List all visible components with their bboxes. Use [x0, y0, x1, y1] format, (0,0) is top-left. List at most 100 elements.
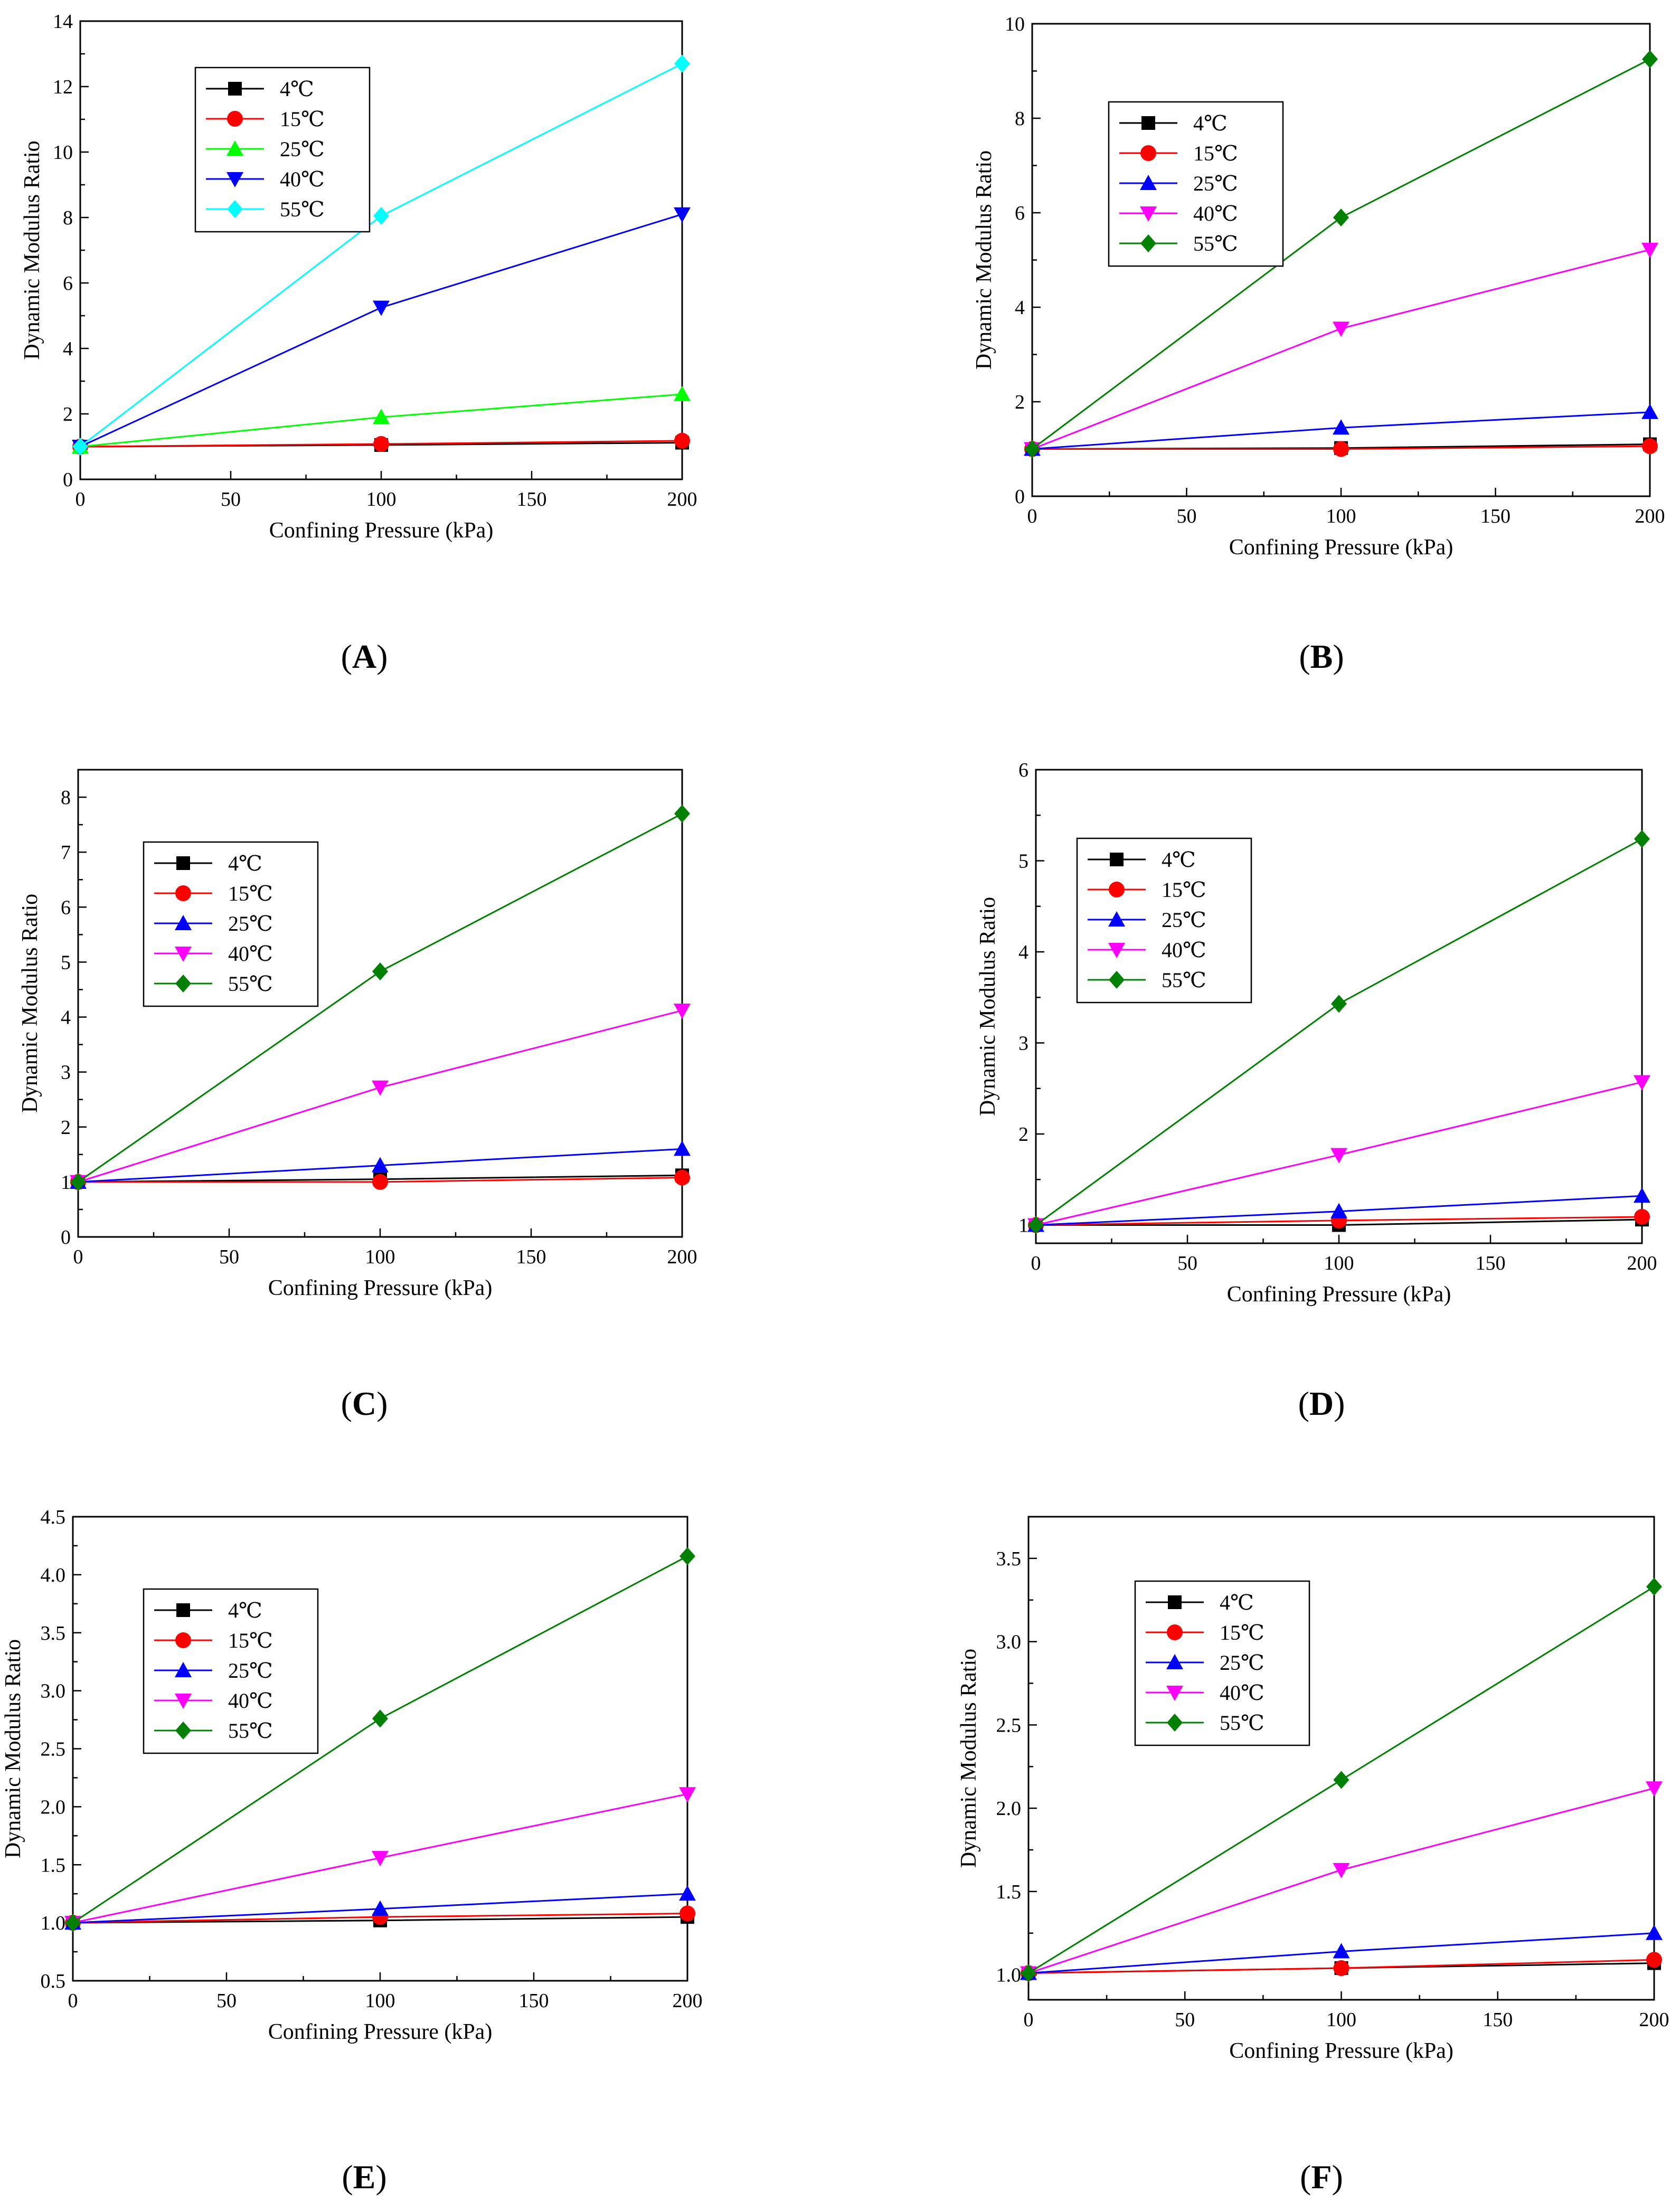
legend-label: 40℃: [280, 167, 325, 191]
y-tick-label: 2: [1018, 1123, 1028, 1146]
y-tick-label: 8: [1015, 108, 1025, 130]
legend-box: [1076, 837, 1252, 1004]
y-tick-label: 2.0: [41, 1796, 66, 1818]
series-55c: [1021, 1577, 1662, 1982]
panel-label: (A): [341, 638, 388, 675]
panel-letter: A: [352, 638, 376, 675]
legend-label: 25℃: [1162, 908, 1206, 932]
y-axis-title: Dynamic Modulus Ratio: [18, 894, 42, 1113]
plot-frame: [1027, 1516, 1655, 2001]
y-tick-label: 3: [1018, 1033, 1028, 1055]
x-tick-label: 150: [519, 1990, 549, 2012]
data-point: [1642, 50, 1658, 69]
legend-label: 55℃: [1220, 1711, 1264, 1735]
legend-marker: [175, 1722, 191, 1740]
data-point: [1333, 419, 1349, 435]
panel-label: (E): [342, 2158, 386, 2196]
x-tick-label: 50: [1177, 1252, 1197, 1274]
legend: 4℃ 15℃ 25℃ 40℃ 55℃: [1108, 101, 1284, 267]
legend-label: 55℃: [280, 197, 325, 221]
data-point: [1646, 1924, 1663, 1940]
data-point: [674, 1169, 690, 1186]
legend-marker: [1167, 1714, 1183, 1732]
data-point: [1634, 1208, 1650, 1225]
data-point: [1642, 438, 1658, 455]
legend-marker: [1141, 116, 1155, 130]
y-tick-label: 4: [63, 338, 73, 360]
series-55c: [1028, 830, 1650, 1234]
x-tick-label: 150: [516, 1246, 546, 1268]
y-tick-label: 7: [61, 842, 71, 864]
legend-marker: [1140, 234, 1156, 252]
y-tick-label: 1.0: [41, 1912, 66, 1934]
data-point: [679, 1885, 696, 1901]
y-tick-label: 1: [61, 1171, 71, 1194]
data-point: [1331, 995, 1347, 1013]
panel-letter: E: [353, 2158, 376, 2196]
legend-label: 25℃: [1220, 1651, 1264, 1675]
x-tick-label: 200: [667, 488, 697, 511]
x-tick-label: 50: [219, 1246, 239, 1268]
panel-label: (D): [1298, 1385, 1345, 1422]
x-tick-label: 50: [1177, 505, 1197, 527]
y-tick-label: 2.0: [996, 1798, 1022, 1820]
panel-letter: C: [352, 1385, 376, 1422]
x-tick-label: 100: [365, 1246, 395, 1268]
y-tick-label: 1.5: [996, 1881, 1022, 1903]
panel-letter: B: [1310, 638, 1333, 675]
legend-label: 55℃: [228, 1719, 273, 1743]
legend-marker: [175, 947, 192, 962]
y-tick-label: 3.5: [41, 1622, 66, 1644]
legend-marker: [175, 1662, 192, 1677]
panel-label: (F): [1300, 2158, 1343, 2196]
legend-label: 40℃: [1162, 938, 1206, 962]
legend-label: 40℃: [228, 1689, 273, 1713]
x-axis-title: Confining Pressure (kPa): [1227, 1282, 1451, 1307]
legend-label: 15℃: [280, 107, 325, 131]
legend-label: 15℃: [1220, 1621, 1264, 1644]
legend: 4℃ 15℃ 25℃ 40℃ 55℃: [194, 67, 371, 233]
x-axis-title: Confining Pressure (kPa): [268, 1276, 493, 1300]
legend-marker: [1167, 1624, 1183, 1640]
series-line: [1032, 249, 1650, 450]
x-tick-label: 200: [1635, 505, 1665, 527]
legend: 4℃ 15℃ 25℃ 40℃ 55℃: [1134, 1580, 1310, 1746]
data-point: [1333, 322, 1349, 337]
series-line: [78, 1009, 683, 1183]
legend-label: 55℃: [1193, 232, 1238, 256]
y-tick-label: 2.5: [996, 1714, 1022, 1736]
y-tick-label: 6: [1015, 202, 1025, 224]
y-tick-label: 4.0: [41, 1564, 66, 1586]
data-point: [1634, 1075, 1650, 1091]
legend-marker: [1166, 1686, 1183, 1701]
series-55c: [70, 805, 690, 1191]
data-point: [1333, 441, 1349, 457]
data-point: [1634, 1187, 1650, 1203]
data-point: [679, 1787, 696, 1803]
data-point: [372, 1709, 388, 1728]
y-tick-label: 3.0: [41, 1680, 66, 1703]
x-tick-label: 0: [73, 1246, 83, 1268]
y-tick-label: 6: [1018, 759, 1028, 781]
x-tick-label: 200: [1639, 2009, 1669, 2031]
y-axis-title: Dynamic Modulus Ratio: [957, 1649, 981, 1868]
data-point: [373, 409, 390, 424]
x-tick-label: 50: [1175, 2009, 1195, 2031]
data-point: [373, 436, 389, 452]
legend-label: 15℃: [1193, 141, 1238, 165]
legend-marker: [228, 82, 242, 96]
x-tick-label: 100: [1326, 2009, 1356, 2031]
y-tick-label: 0: [63, 469, 73, 491]
chart-panel-c: 0 50 100 150 200 0 1 2 3 4 5 6 7 8 Confining Pressure …: [18, 769, 697, 1422]
data-point: [674, 805, 690, 823]
data-point: [1646, 1781, 1663, 1797]
y-tick-label: 0.5: [41, 1970, 66, 1992]
y-tick-label: 6: [63, 272, 73, 295]
y-axis-title: Dynamic Modulus Ratio: [972, 150, 996, 370]
x-tick-label: 200: [673, 1990, 703, 2012]
data-point: [1646, 1577, 1662, 1596]
legend-marker: [226, 172, 243, 187]
data-point: [1330, 1148, 1347, 1164]
data-point: [372, 1080, 389, 1096]
y-tick-label: 3.0: [996, 1631, 1022, 1653]
